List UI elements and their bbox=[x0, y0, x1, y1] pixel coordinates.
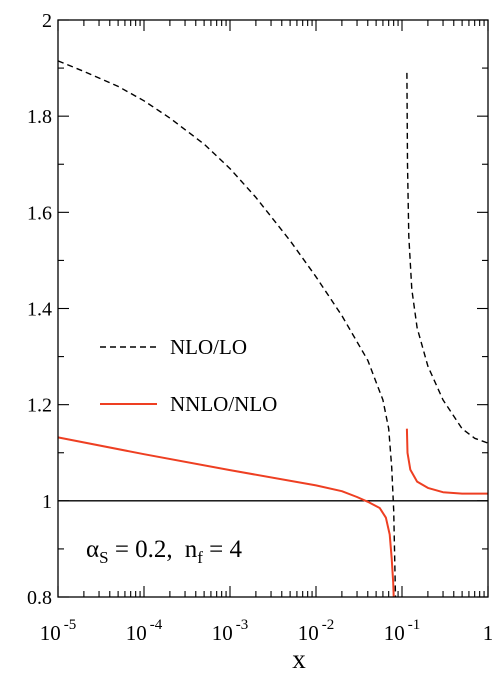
x-tick-base: 1 bbox=[483, 621, 494, 645]
x-tick-label: 10 -4 bbox=[126, 617, 163, 645]
x-tick-labels: 10 -5 10 -4 10 -3 10 -2 10 -1 1 bbox=[40, 617, 494, 645]
y-tick-label: 1 bbox=[42, 491, 52, 513]
y-tick-label: 0.8 bbox=[27, 587, 52, 609]
alpha-symbol: α bbox=[86, 536, 99, 563]
x-tick-base: 10 bbox=[126, 621, 147, 645]
x-tick-base: 10 bbox=[298, 621, 319, 645]
x-tick-label: 10 -1 bbox=[384, 617, 421, 645]
x-tick-label: 10 -3 bbox=[212, 617, 249, 645]
y-tick-label: 1.8 bbox=[27, 106, 52, 128]
parameters-annotation: αS = 0.2, nf = 4 bbox=[86, 536, 242, 567]
legend-label-nnlo-nlo: NNLO/NLO bbox=[170, 392, 277, 416]
x-axis-label: x bbox=[292, 644, 306, 673]
legend-label-nlo-lo: NLO/LO bbox=[170, 335, 247, 359]
x-tick-exponent: -1 bbox=[408, 617, 421, 633]
alpha-subscript: S bbox=[99, 548, 108, 567]
x-tick-exponent: -2 bbox=[322, 617, 335, 633]
x-tick-label: 10 -5 bbox=[40, 617, 77, 645]
nf-symbol: n bbox=[185, 536, 198, 563]
x-tick-base: 10 bbox=[384, 621, 405, 645]
plot-frame bbox=[57, 19, 489, 598]
y-tick-labels: 0.8 1 1.2 1.4 1.6 1.8 2 bbox=[27, 10, 52, 609]
series-line-nlo-lo-segment-1 bbox=[406, 72, 489, 444]
nf-subscript: f bbox=[197, 548, 203, 567]
series-layer bbox=[57, 60, 489, 598]
y-tick-label: 1.6 bbox=[27, 202, 52, 224]
x-tick-exponent: -5 bbox=[64, 617, 77, 633]
x-tick-label: 10 -2 bbox=[298, 617, 335, 645]
y-tick-label: 1.4 bbox=[27, 299, 52, 321]
x-tick-base: 10 bbox=[40, 621, 61, 645]
alpha-value: = 0.2, bbox=[109, 536, 173, 563]
nf-value: = 4 bbox=[203, 536, 243, 563]
ticks-layer bbox=[57, 19, 489, 598]
x-tick-label: 1 bbox=[483, 621, 494, 645]
y-tick-label: 2 bbox=[42, 10, 52, 32]
y-tick-label: 1.2 bbox=[27, 395, 52, 417]
x-tick-base: 10 bbox=[212, 621, 233, 645]
series-line-nlo-lo-segment-0 bbox=[57, 60, 397, 598]
x-tick-exponent: -4 bbox=[150, 617, 163, 633]
series-line-nnlo-nlo-segment-0 bbox=[57, 436, 395, 598]
x-tick-exponent: -3 bbox=[236, 617, 249, 633]
legend: NLO/LO NNLO/NLO bbox=[100, 335, 277, 416]
series-line-nnlo-nlo-segment-1 bbox=[405, 428, 488, 495]
